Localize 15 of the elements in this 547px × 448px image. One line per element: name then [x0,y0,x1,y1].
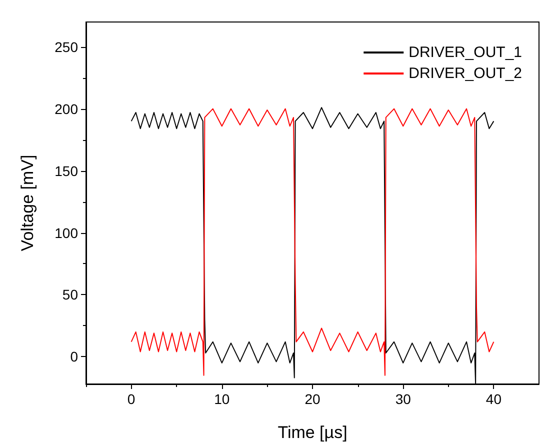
legend-label: DRIVER_OUT_1 [408,44,522,61]
legend-label: DRIVER_OUT_2 [408,65,522,82]
x-tick-label: 40 [486,391,502,407]
y-tick-label: 200 [54,100,78,117]
y-tick-label: 100 [54,224,78,241]
x-tick-label: 0 [127,391,136,407]
x-tick-label: 10 [214,391,230,407]
x-axis-title: Time [µs] [278,423,348,442]
y-tick-label: 250 [54,38,78,55]
y-tick-label: 0 [70,348,78,365]
x-tick-label: 20 [304,391,320,407]
y-tick-label: 50 [62,286,78,303]
y-tick-label: 150 [54,162,78,179]
x-tick-label: 30 [395,391,412,407]
y-axis-title: Voltage [mV] [18,154,37,252]
